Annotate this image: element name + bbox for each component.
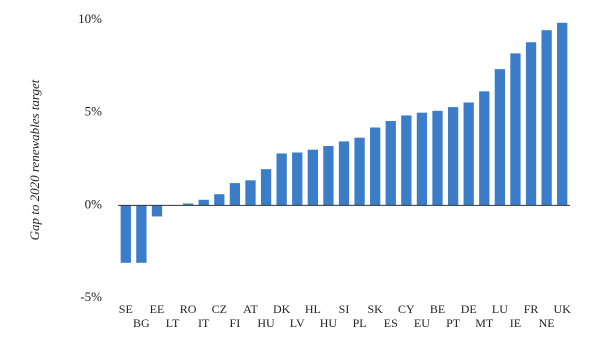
bar	[260, 169, 272, 206]
bar	[370, 127, 381, 206]
bar	[182, 203, 194, 206]
bar	[557, 22, 568, 206]
bar	[307, 149, 318, 206]
x-tick-label: PL	[353, 316, 367, 330]
x-tick-label: RO	[180, 302, 197, 316]
bar	[151, 205, 163, 217]
x-tick-label: ES	[384, 316, 398, 330]
x-tick-label: FI	[230, 316, 241, 330]
y-axis-title: Gap to 2020 renewables target	[27, 79, 42, 240]
bar	[416, 112, 428, 206]
x-tick-label: LU	[492, 302, 508, 316]
x-tick-label: EU	[414, 316, 430, 330]
x-tick-label: NE	[539, 316, 555, 330]
bar	[229, 183, 241, 206]
x-tick-label: IE	[510, 316, 521, 330]
x-tick-label: LV	[290, 316, 305, 330]
x-tick-label: BG	[133, 316, 150, 330]
x-tick-label: PT	[446, 316, 461, 330]
x-tick-label: SK	[368, 302, 384, 316]
x-tick-label: IT	[198, 316, 210, 330]
x-tick-label: SI	[339, 302, 350, 316]
x-tick-label: DK	[273, 302, 291, 316]
bar	[432, 110, 443, 206]
x-tick-label: LT	[166, 316, 180, 330]
bar	[385, 121, 396, 206]
bar	[136, 205, 147, 263]
x-tick-label: HU	[320, 316, 338, 330]
x-tick-label: CZ	[212, 302, 227, 316]
bar	[323, 146, 334, 206]
bar	[494, 69, 506, 206]
x-tick-label: FR	[524, 302, 539, 316]
y-tick-label: 0%	[85, 196, 103, 211]
bar	[245, 180, 256, 206]
bar	[541, 30, 552, 206]
x-tick-label: DE	[461, 302, 477, 316]
bar	[525, 42, 537, 206]
bar	[401, 115, 412, 206]
bar	[354, 137, 365, 206]
x-tick-label: CY	[398, 302, 415, 316]
bar	[447, 107, 459, 206]
y-tick-label: -5%	[80, 289, 102, 304]
y-tick-label: 10%	[78, 11, 102, 26]
x-tick-label: UK	[554, 302, 572, 316]
x-tick-label: BE	[430, 302, 445, 316]
x-tick-label: HU	[257, 316, 275, 330]
bar	[510, 53, 521, 206]
bar	[338, 141, 350, 206]
bar	[214, 194, 225, 206]
bar	[276, 153, 287, 206]
x-tick-label: EE	[150, 302, 165, 316]
bar	[479, 91, 490, 206]
bar	[292, 152, 303, 206]
bar	[120, 205, 131, 263]
bar	[463, 102, 474, 206]
x-tick-label: SE	[119, 302, 133, 316]
x-tick-label: AT	[243, 302, 258, 316]
y-tick-label: 5%	[85, 104, 103, 119]
x-tick-label: HL	[305, 302, 321, 316]
bar	[198, 199, 209, 206]
x-tick-label: MT	[475, 316, 494, 330]
